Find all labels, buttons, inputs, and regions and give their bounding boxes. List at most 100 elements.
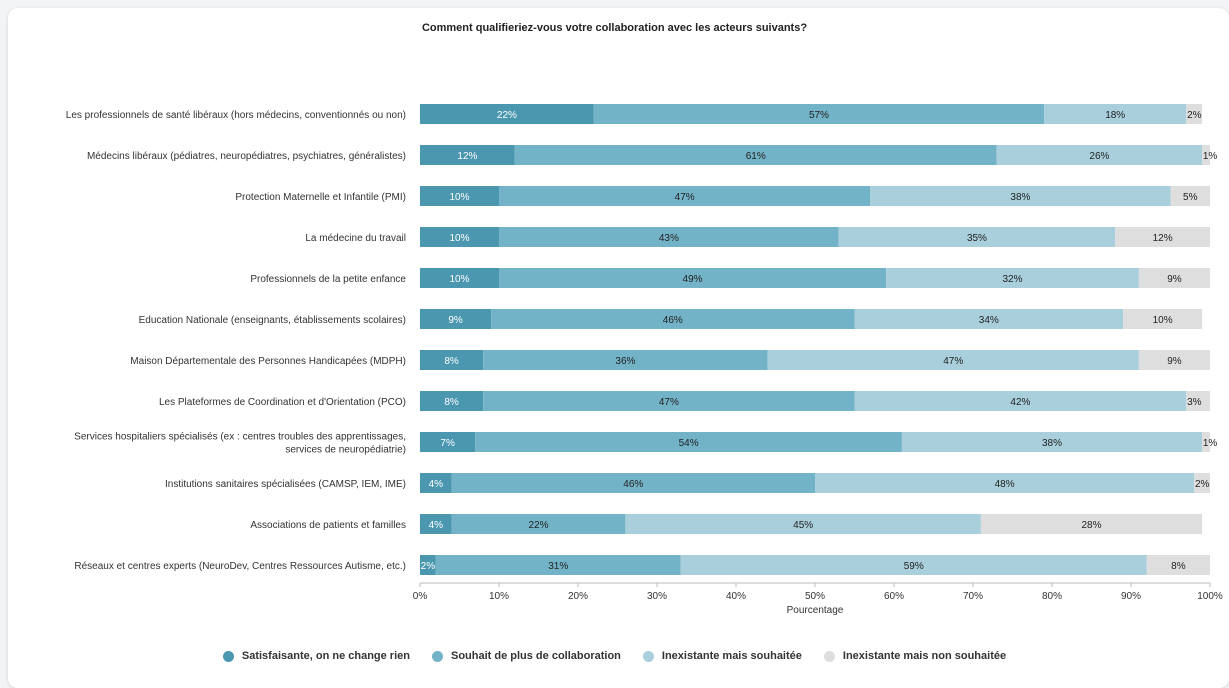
data-label: 48% bbox=[995, 479, 1015, 490]
category-label: La médecine du travail bbox=[305, 233, 406, 244]
bar-segment bbox=[420, 473, 452, 493]
data-label: 59% bbox=[904, 561, 924, 572]
bar-segment bbox=[1186, 391, 1210, 411]
stacked-bar-chart: Les professionnels de santé libéraux (ho… bbox=[66, 104, 1223, 616]
bar-segment bbox=[1044, 104, 1187, 124]
data-label: 9% bbox=[1167, 356, 1182, 367]
bar-segment bbox=[435, 555, 681, 575]
bar-segment bbox=[838, 227, 1116, 247]
x-tick-label: 60% bbox=[884, 591, 904, 602]
bar-segment bbox=[1138, 268, 1210, 288]
data-label: 2% bbox=[1187, 110, 1202, 121]
bar-segment bbox=[815, 473, 1195, 493]
data-label: 10% bbox=[449, 274, 469, 285]
bar-segment bbox=[420, 268, 499, 288]
data-label: 1% bbox=[1203, 438, 1218, 449]
legend-item[interactable]: Inexistante mais souhaitée bbox=[642, 650, 802, 662]
bar-segment bbox=[1202, 145, 1210, 165]
category-label: Services hospitaliers spécialisés (ex : … bbox=[74, 432, 406, 443]
category-label: Médecins libéraux (pédiatres, neuropédia… bbox=[87, 151, 406, 162]
data-label: 4% bbox=[429, 520, 444, 531]
bar-segment bbox=[499, 227, 839, 247]
data-label: 12% bbox=[457, 151, 477, 162]
bar-segment bbox=[483, 391, 855, 411]
bar-segment bbox=[420, 514, 452, 534]
x-axis-title: Pourcentage bbox=[787, 605, 844, 616]
category-label: Maison Départementale des Personnes Hand… bbox=[130, 356, 406, 367]
data-label: 42% bbox=[1010, 397, 1030, 408]
x-tick-label: 10% bbox=[489, 591, 509, 602]
legend-dot-icon bbox=[823, 650, 835, 662]
bar-segment bbox=[680, 555, 1147, 575]
bar-segment bbox=[854, 309, 1124, 329]
category-label: Associations de patients et familles bbox=[250, 520, 406, 531]
data-label: 34% bbox=[979, 315, 999, 326]
category-label: Professionnels de la petite enfance bbox=[250, 274, 406, 285]
bar-segment bbox=[767, 350, 1139, 370]
category-label: Protection Maternelle et Infantile (PMI) bbox=[235, 192, 406, 203]
bar-segment bbox=[1202, 432, 1210, 452]
data-label: 46% bbox=[663, 315, 683, 326]
bar-segment bbox=[420, 104, 594, 124]
x-tick-label: 20% bbox=[568, 591, 588, 602]
category-label: Les Plateformes de Coordination et d'Ori… bbox=[159, 397, 406, 408]
legend-item[interactable]: Inexistante mais non souhaitée bbox=[823, 650, 1006, 662]
data-label: 26% bbox=[1089, 151, 1109, 162]
bar-segment bbox=[593, 104, 1045, 124]
bar-segment bbox=[491, 309, 855, 329]
legend-dot-icon bbox=[431, 650, 443, 662]
bar-segment bbox=[451, 473, 815, 493]
data-label: 9% bbox=[1167, 274, 1182, 285]
legend-item[interactable]: Satisfaisante, on ne change rien bbox=[222, 650, 410, 662]
data-label: 45% bbox=[793, 520, 813, 531]
data-label: 54% bbox=[679, 438, 699, 449]
bar-segment bbox=[1170, 186, 1210, 206]
data-label: 2% bbox=[421, 561, 436, 572]
x-tick-label: 0% bbox=[413, 591, 428, 602]
bar-segment bbox=[420, 391, 484, 411]
data-label: 35% bbox=[967, 233, 987, 244]
bar-segment bbox=[420, 227, 499, 247]
bar-segment bbox=[1138, 350, 1210, 370]
data-label: 31% bbox=[548, 561, 568, 572]
x-tick-label: 30% bbox=[647, 591, 667, 602]
bar-segment bbox=[420, 432, 476, 452]
x-tick-label: 80% bbox=[1042, 591, 1062, 602]
bar-segment bbox=[420, 186, 499, 206]
data-label: 36% bbox=[615, 356, 635, 367]
category-label: Les professionnels de santé libéraux (ho… bbox=[66, 110, 406, 121]
x-tick-label: 70% bbox=[963, 591, 983, 602]
data-label: 38% bbox=[1042, 438, 1062, 449]
legend-label: Souhait de plus de collaboration bbox=[450, 650, 621, 662]
data-label: 4% bbox=[429, 479, 444, 490]
bar-segment bbox=[1115, 227, 1210, 247]
data-label: 8% bbox=[444, 356, 459, 367]
bar-segment bbox=[483, 350, 768, 370]
data-label: 5% bbox=[1183, 192, 1198, 203]
bar-segment bbox=[854, 391, 1187, 411]
bar-segment bbox=[996, 145, 1203, 165]
chart-title: Comment qualifieriez-vous votre collabor… bbox=[421, 22, 808, 34]
category-label: Réseaux et centres experts (NeuroDev, Ce… bbox=[74, 561, 406, 572]
bar-segment bbox=[420, 309, 492, 329]
bar-segment bbox=[420, 145, 515, 165]
data-label: 22% bbox=[528, 520, 548, 531]
legend-dot-icon bbox=[642, 650, 654, 662]
x-tick-label: 40% bbox=[726, 591, 746, 602]
bar-segment bbox=[499, 186, 871, 206]
legend-item[interactable]: Souhait de plus de collaboration bbox=[431, 650, 621, 662]
data-label: 8% bbox=[1171, 561, 1186, 572]
bar-segment bbox=[451, 514, 626, 534]
data-label: 38% bbox=[1010, 192, 1030, 203]
legend-dot-icon bbox=[222, 650, 234, 662]
bar-segment bbox=[980, 514, 1203, 534]
data-label: 32% bbox=[1002, 274, 1022, 285]
bar-segment bbox=[475, 432, 902, 452]
x-tick-label: 90% bbox=[1121, 591, 1141, 602]
bar-segment bbox=[901, 432, 1203, 452]
bar-segment bbox=[1186, 104, 1203, 124]
bar-segment bbox=[420, 350, 484, 370]
data-label: 9% bbox=[448, 315, 463, 326]
data-label: 10% bbox=[449, 192, 469, 203]
data-label: 8% bbox=[444, 397, 459, 408]
